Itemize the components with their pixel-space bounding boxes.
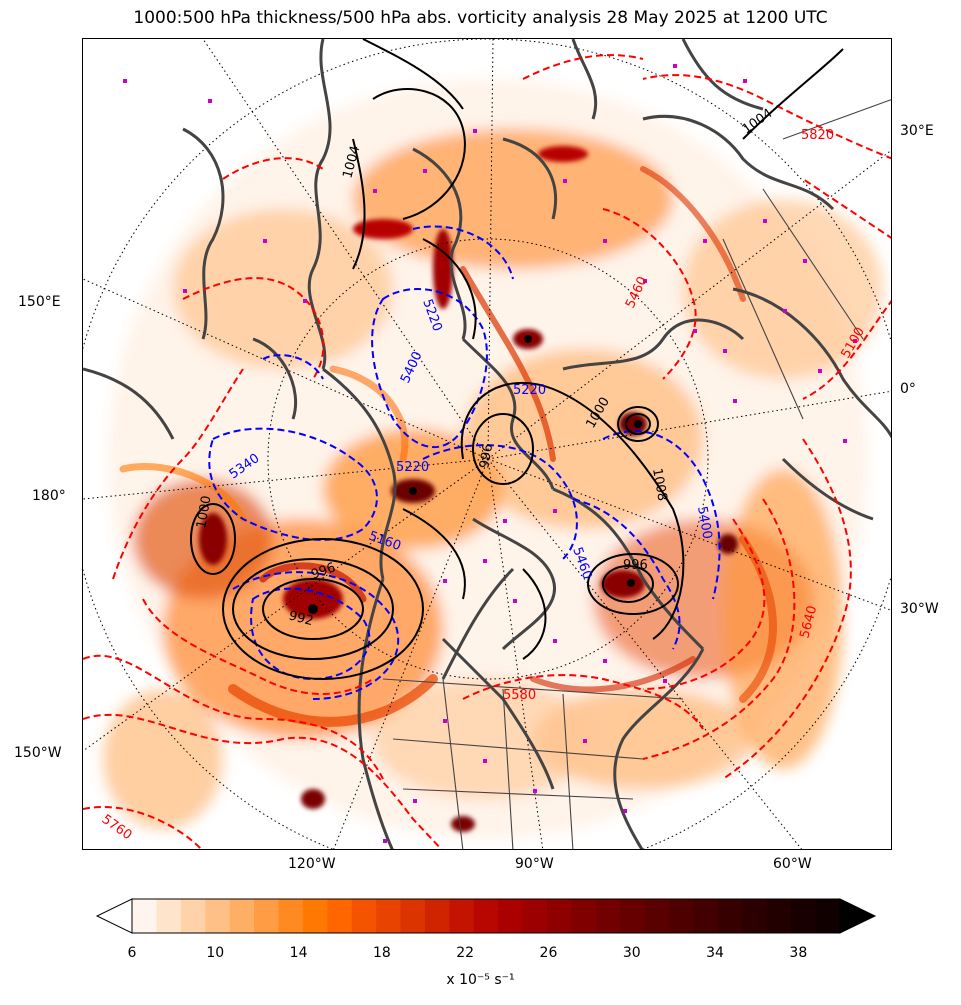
- thickness-label: 5820: [801, 128, 834, 143]
- colorbar-cell: [302, 899, 328, 933]
- thickness-label: 5580: [503, 688, 536, 703]
- colorbar-cell: [571, 899, 597, 933]
- lon-label-30w: 30°W: [900, 601, 939, 617]
- colorbar-tick-label: 10: [206, 945, 225, 961]
- colorbar-outline: [131, 898, 841, 934]
- colorbar-cell: [620, 899, 646, 933]
- lon-label-150e: 150°E: [18, 294, 61, 310]
- colorbar-cell: [376, 899, 402, 933]
- colorbar-units: x 10⁻⁵ s⁻¹: [446, 972, 515, 988]
- lon-label-180: 180°: [32, 488, 66, 504]
- colorbar-cell: [498, 899, 524, 933]
- mslp-label: 1000: [194, 494, 215, 529]
- colorbar-cell: [547, 899, 573, 933]
- colorbar-tick-label: 30: [622, 945, 641, 961]
- colorbar-tick-label: 34: [706, 945, 724, 961]
- colorbar-tick-label: 38: [789, 945, 808, 961]
- colorbar-cell: [400, 899, 426, 933]
- lon-label-150w: 150°W: [14, 745, 62, 761]
- map-canvas: 5820 5220 5220 5340 5460 5400 5640 5580 …: [83, 39, 891, 849]
- colorbar-cell: [766, 899, 792, 933]
- mslp-label: 996: [477, 443, 496, 470]
- colorbar-cell: [815, 899, 841, 933]
- colorbar-cell: [595, 899, 621, 933]
- map-title: 1000:500 hPa thickness/500 hPa abs. vort…: [133, 8, 828, 28]
- lon-label-0: 0°: [900, 381, 916, 397]
- lon-label-60w: 60°W: [773, 856, 812, 872]
- colorbar-cell: [205, 899, 231, 933]
- colorbar-tick-label: 18: [372, 945, 391, 961]
- colorbar-tick-label: 26: [539, 945, 558, 961]
- colorbar-cell: [522, 899, 548, 933]
- thickness-label: 5220: [513, 383, 546, 398]
- lon-label-30e: 30°E: [900, 123, 934, 139]
- lon-label-90w: 90°W: [515, 856, 554, 872]
- colorbar-tick-label: 14: [289, 945, 308, 961]
- colorbar-cell: [254, 899, 280, 933]
- mslp-label: 1004: [740, 106, 776, 137]
- borders: [382, 99, 891, 849]
- colorbar-tick-label: 22: [456, 945, 475, 961]
- colorbar-cell: [449, 899, 475, 933]
- colorbar-tick-label: 6: [127, 945, 137, 961]
- colorbar-cell: [327, 899, 353, 933]
- colorbar-cell: [669, 899, 695, 933]
- colorbar-cell: [791, 899, 817, 933]
- colorbar-cell: [351, 899, 377, 933]
- mslp-label: 992: [287, 608, 315, 629]
- low-centers: [308, 335, 642, 614]
- lon-label-120w: 120°W: [288, 856, 336, 872]
- colorbar-cell: [156, 899, 182, 933]
- map-area[interactable]: 5820 5220 5220 5340 5460 5400 5640 5580 …: [82, 38, 892, 850]
- colorbar-cell: [742, 899, 768, 933]
- coastlines: [83, 39, 891, 849]
- colorbar-cell: [180, 899, 206, 933]
- station-markers: [123, 64, 857, 843]
- colorbar-cell: [693, 899, 719, 933]
- colorbar-cell: [473, 899, 499, 933]
- colorbar-cell: [278, 899, 304, 933]
- colorbar-cell: [644, 899, 670, 933]
- mslp-label: 996: [623, 558, 648, 573]
- colorbar-cell: [424, 899, 450, 933]
- thickness-contours-warm: [83, 54, 891, 849]
- colorbar-cells: [132, 899, 841, 933]
- colorbar-under-arrow: [95, 898, 133, 934]
- thickness-label: 5220: [396, 460, 429, 475]
- thickness-label: 5400: [694, 505, 715, 540]
- colorbar-cell: [229, 899, 255, 933]
- mslp-contours: [190, 39, 844, 680]
- colorbar-cell: [132, 899, 158, 933]
- mslp-label: 1008: [649, 467, 670, 502]
- vorticity-maxima: [199, 146, 738, 832]
- colorbar: [95, 898, 877, 934]
- colorbar-cell: [717, 899, 743, 933]
- colorbar-over-arrow: [839, 898, 877, 934]
